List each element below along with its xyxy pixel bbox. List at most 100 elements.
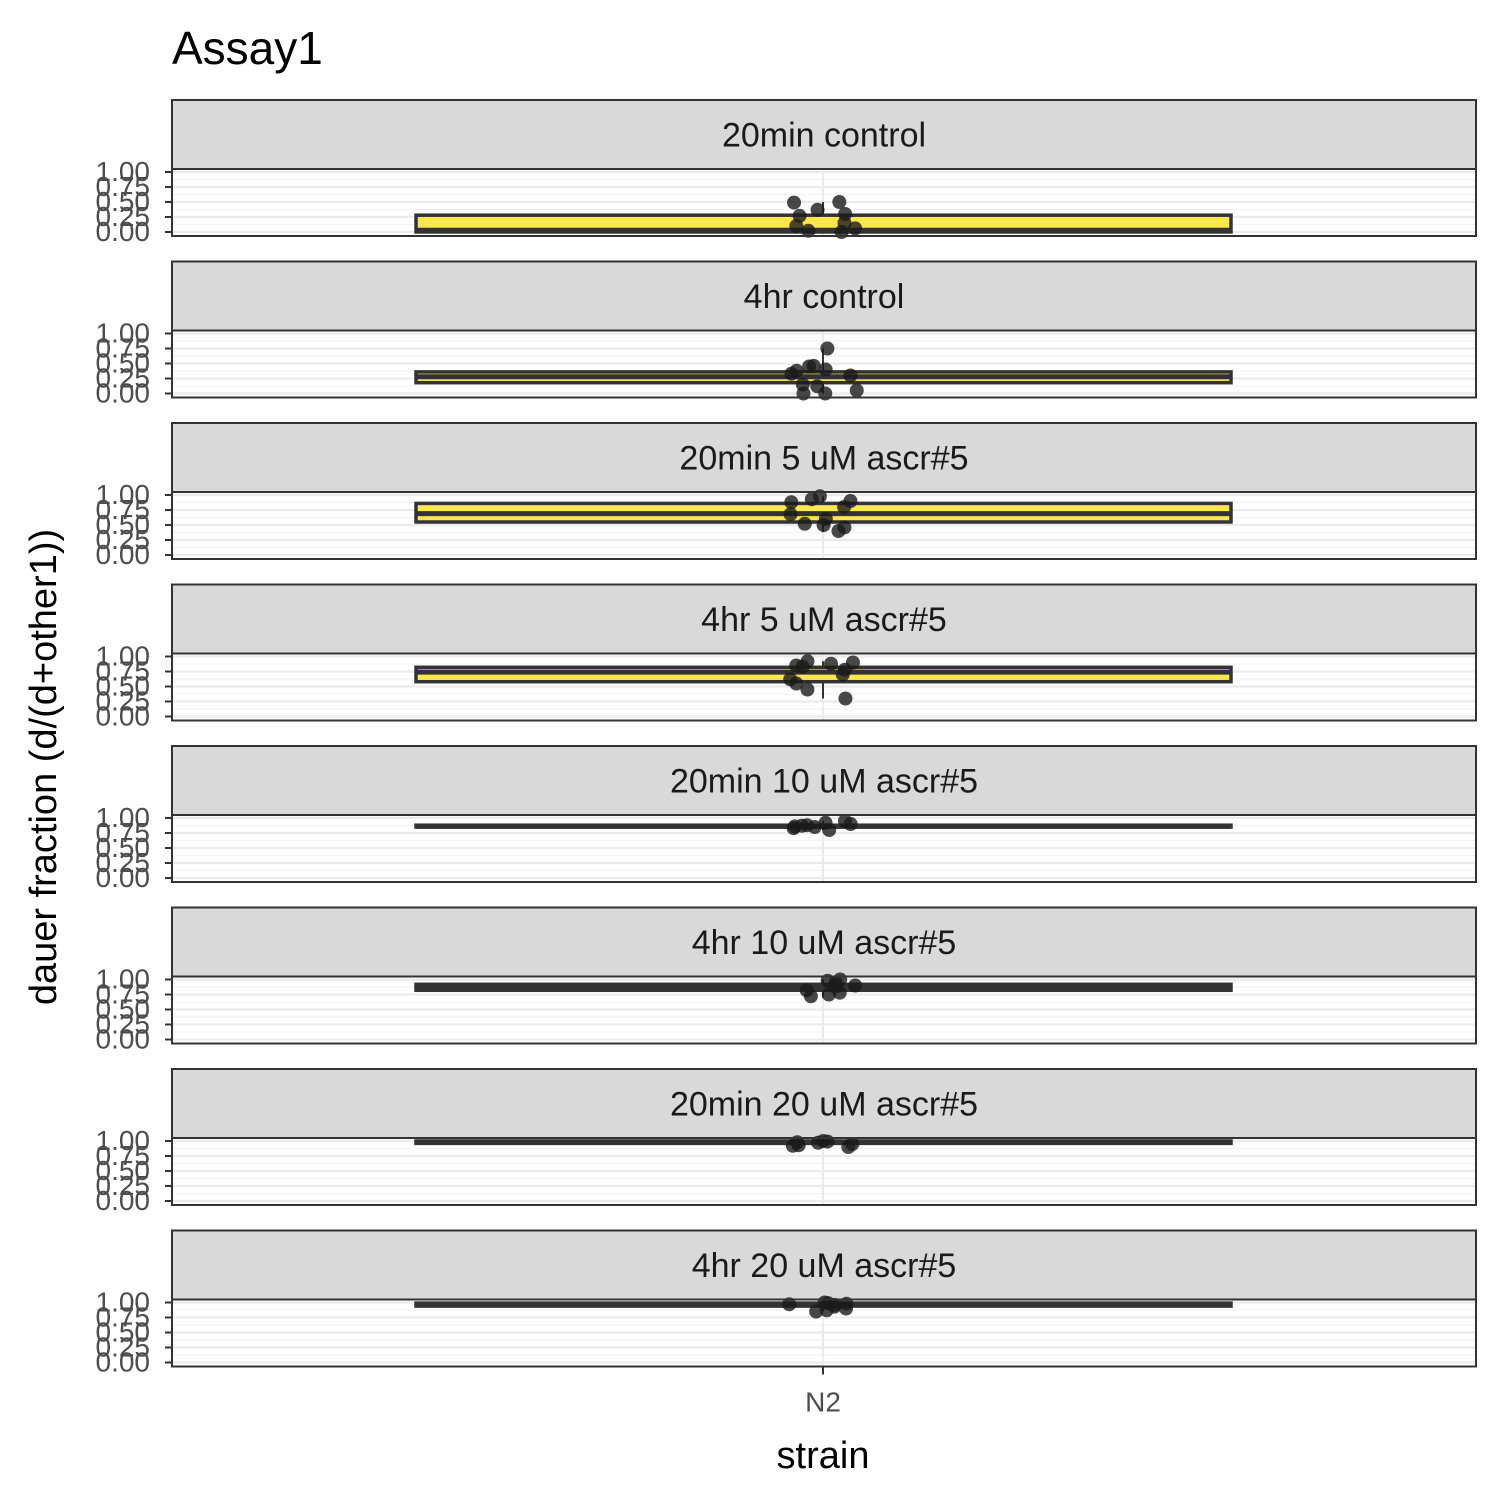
data-point — [784, 366, 799, 381]
data-point — [782, 1297, 797, 1312]
facet-label: 20min 10 uM ascr#5 — [670, 763, 978, 801]
y-tick-label: 0.25 — [96, 524, 151, 555]
data-point — [810, 202, 825, 217]
data-point — [824, 656, 839, 671]
y-tick-label: 0.25 — [96, 363, 151, 394]
facet-strip — [171, 745, 1477, 816]
data-point — [818, 362, 833, 377]
facet-label: 20min 5 uM ascr#5 — [679, 440, 968, 478]
y-tick-label: 0.75 — [96, 171, 151, 202]
y-tick-label: 0.75 — [96, 817, 151, 848]
y-tick-label: 1.00 — [96, 1287, 151, 1318]
y-tick-label: 0.50 — [96, 671, 151, 702]
data-point — [784, 495, 799, 510]
data-point — [789, 676, 804, 691]
facet-panel: 20min control 0.000.250.500.751.00 — [96, 99, 1477, 247]
data-point — [795, 659, 810, 674]
y-tick-label: 1.00 — [96, 802, 151, 833]
facet-label: 20min 20 uM ascr#5 — [670, 1086, 978, 1124]
facet-panel: 4hr 10 uM ascr#5 0.000.250.500.751.00 — [96, 906, 1477, 1055]
facet-label: 4hr 10 uM ascr#5 — [692, 924, 957, 962]
y-tick-label: 0.75 — [96, 1302, 151, 1333]
data-point — [783, 507, 798, 522]
y-tick-label: 0.25 — [96, 1009, 151, 1040]
data-point — [843, 817, 858, 831]
facet-strip — [171, 1068, 1477, 1139]
y-tick-label: 0.75 — [96, 656, 151, 687]
facet-label: 4hr 20 uM ascr#5 — [692, 1247, 957, 1285]
facet-panel: 20min 20 uM ascr#5 0.000.250.500.751.00 — [96, 1068, 1477, 1216]
facet-panel: 20min 5 uM ascr#5 0.000.250.500.751.00 — [96, 422, 1477, 570]
y-tick-label: 0.75 — [96, 494, 151, 525]
data-point — [811, 1135, 826, 1150]
facet-strip — [171, 260, 1477, 332]
y-tick-label: 0.25 — [96, 686, 151, 717]
data-point — [832, 985, 847, 1000]
facet-panel: 4hr control 0.000.250.500.751.00 — [96, 260, 1477, 409]
data-point — [809, 1304, 824, 1319]
data-point — [800, 682, 815, 697]
data-point — [802, 359, 817, 374]
y-tick-label: 0.50 — [96, 509, 151, 540]
facet-strip — [171, 1229, 1477, 1301]
data-point — [789, 219, 804, 233]
y-tick-label: 0.00 — [96, 1347, 151, 1378]
y-tick-label: 0.75 — [96, 1140, 151, 1171]
y-tick-label: 1.00 — [96, 479, 151, 510]
data-point — [820, 341, 835, 356]
y-tick-label: 0.00 — [96, 701, 151, 732]
data-point — [801, 223, 816, 238]
data-point — [787, 195, 802, 210]
y-tick-label: 1.00 — [96, 1125, 151, 1156]
data-point — [831, 524, 846, 538]
y-tick-label: 0.00 — [96, 1024, 151, 1055]
y-tick-label: 0.00 — [96, 1185, 151, 1216]
data-point — [821, 987, 836, 1002]
x-axis: N2 — [805, 1366, 841, 1418]
data-point — [835, 667, 850, 682]
data-point — [841, 1140, 856, 1154]
chart-title: Assay1 — [172, 22, 323, 74]
y-tick-label: 0.25 — [96, 1170, 151, 1201]
data-point — [839, 1301, 854, 1316]
data-point — [843, 368, 858, 383]
facet-label: 4hr control — [744, 278, 905, 316]
data-point — [832, 195, 847, 209]
y-tick-label: 0.50 — [96, 994, 151, 1025]
y-tick-label: 0.75 — [96, 333, 151, 364]
y-tick-label: 1.00 — [96, 964, 151, 995]
data-point — [838, 691, 853, 706]
y-tick-label: 0.25 — [96, 201, 151, 232]
y-tick-label: 0.25 — [96, 1332, 151, 1363]
facet-strip — [171, 99, 1477, 170]
y-tick-label: 0.50 — [96, 348, 151, 379]
facet-label: 20min control — [722, 117, 926, 155]
y-tick-label: 0.00 — [96, 378, 151, 409]
x-tick-label: N2 — [805, 1387, 841, 1418]
data-point — [804, 492, 819, 507]
facet-strip — [171, 422, 1477, 493]
data-point — [803, 989, 818, 1004]
data-point — [849, 383, 864, 398]
y-tick-label: 0.50 — [96, 832, 151, 863]
facet-panel: 4hr 20 uM ascr#5 0.000.250.500.751.00 — [96, 1229, 1477, 1378]
data-point — [785, 1138, 800, 1153]
x-axis-title: strain — [777, 1435, 870, 1477]
data-point — [807, 820, 822, 834]
y-axis-title: dauer fraction (d/(d+other1)) — [23, 529, 65, 1005]
facet-strip — [171, 583, 1477, 655]
y-tick-label: 1.00 — [96, 641, 151, 672]
facet-panel: 4hr 5 uM ascr#5 0.000.250.500.751.00 — [96, 583, 1477, 732]
y-tick-label: 1.00 — [96, 156, 151, 187]
y-tick-label: 1.00 — [96, 318, 151, 349]
facet-label: 4hr 5 uM ascr#5 — [701, 601, 947, 639]
y-tick-label: 0.00 — [96, 862, 151, 893]
facet-panel: 20min 10 uM ascr#5 0.000.250.500.751.00 — [96, 745, 1477, 893]
y-tick-label: 0.50 — [96, 1317, 151, 1348]
y-tick-label: 0.50 — [96, 186, 151, 217]
data-point — [848, 221, 863, 236]
data-point — [786, 821, 801, 836]
data-point — [837, 500, 852, 514]
